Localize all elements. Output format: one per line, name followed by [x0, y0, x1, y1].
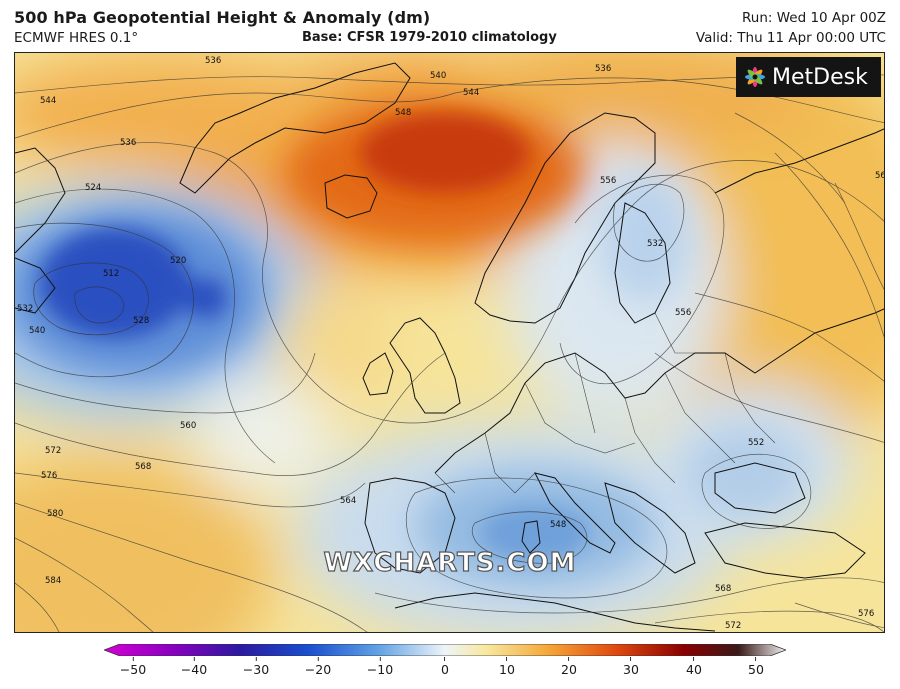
- colorbar-tick: 10: [499, 657, 515, 677]
- contour-labels: 536 544 540 544 536 548 536 524 512 520 …: [17, 56, 885, 631]
- contour-label: 556: [600, 176, 616, 186]
- contour-label: 572: [45, 446, 61, 456]
- contour-label: 528: [133, 316, 149, 326]
- contour-label: 540: [430, 71, 446, 81]
- contour-label: 548: [395, 108, 411, 118]
- contour-label: 580: [47, 509, 63, 519]
- colorbar: [104, 644, 786, 656]
- contour-label: 556: [675, 308, 691, 318]
- contour-label: 532: [647, 239, 663, 249]
- map-panel: 536 544 540 544 536 548 536 524 512 520 …: [14, 52, 885, 633]
- contour-label: 520: [170, 256, 186, 266]
- contour-label: 536: [120, 138, 136, 148]
- run-label: Run: Wed 10 Apr 00Z: [742, 10, 886, 26]
- contour-label: 540: [29, 326, 45, 336]
- colorbar-tick: 50: [748, 657, 764, 677]
- colorbar-fill: [104, 644, 786, 656]
- anomaly-extremes: [40, 113, 590, 561]
- colorbar-tick: 40: [686, 657, 702, 677]
- valid-label: Valid: Thu 11 Apr 00:00 UTC: [695, 30, 886, 46]
- metdesk-logo-icon: [745, 67, 765, 87]
- model-label: ECMWF HRES 0.1°: [14, 30, 139, 46]
- colorbar-tick: −30: [243, 657, 269, 677]
- colorbar-tick: −20: [305, 657, 331, 677]
- contour-label: 544: [40, 96, 56, 106]
- contour-label: 524: [85, 183, 101, 193]
- contour-label: 568: [715, 584, 731, 594]
- country-borders: [434, 312, 776, 494]
- map-canvas: 536 544 540 544 536 548 536 524 512 520 …: [15, 53, 885, 632]
- contour-label: 548: [550, 520, 566, 530]
- contour-label: 568: [135, 462, 151, 472]
- contour-label: 536: [595, 64, 611, 74]
- coastlines: [15, 62, 884, 632]
- colorbar-ticks: −50 −40 −30 −20 −10 0 10 20 30 40 50: [0, 657, 900, 685]
- watermark: WXCHARTS.COM: [323, 547, 577, 578]
- base-label: Base: CFSR 1979-2010 climatology: [302, 30, 557, 45]
- contour-label: 584: [45, 576, 61, 586]
- contour-label: 552: [748, 438, 764, 448]
- contour-label: 576: [858, 609, 874, 619]
- metdesk-logo: MetDesk: [736, 57, 881, 97]
- contour-label: 572: [725, 621, 741, 631]
- contour-label: 536: [205, 56, 221, 66]
- contour-label: 576: [41, 471, 57, 481]
- colorbar-tick: −50: [120, 657, 146, 677]
- contour-label: 564: [340, 496, 356, 506]
- contour-label: 512: [103, 269, 119, 279]
- colorbar-tick: 0: [441, 657, 449, 677]
- colorbar-tick: −10: [367, 657, 393, 677]
- contour-label: 544: [463, 88, 479, 98]
- contour-label: 532: [17, 304, 33, 314]
- contour-label: 560: [180, 421, 196, 431]
- colorbar-tick: −40: [181, 657, 207, 677]
- colorbar-tick: 20: [561, 657, 577, 677]
- colorbar-tick: 30: [623, 657, 639, 677]
- title: 500 hPa Geopotential Height & Anomaly (d…: [14, 8, 431, 27]
- logo-text: MetDesk: [772, 64, 868, 90]
- contour-label: 560: [875, 171, 885, 181]
